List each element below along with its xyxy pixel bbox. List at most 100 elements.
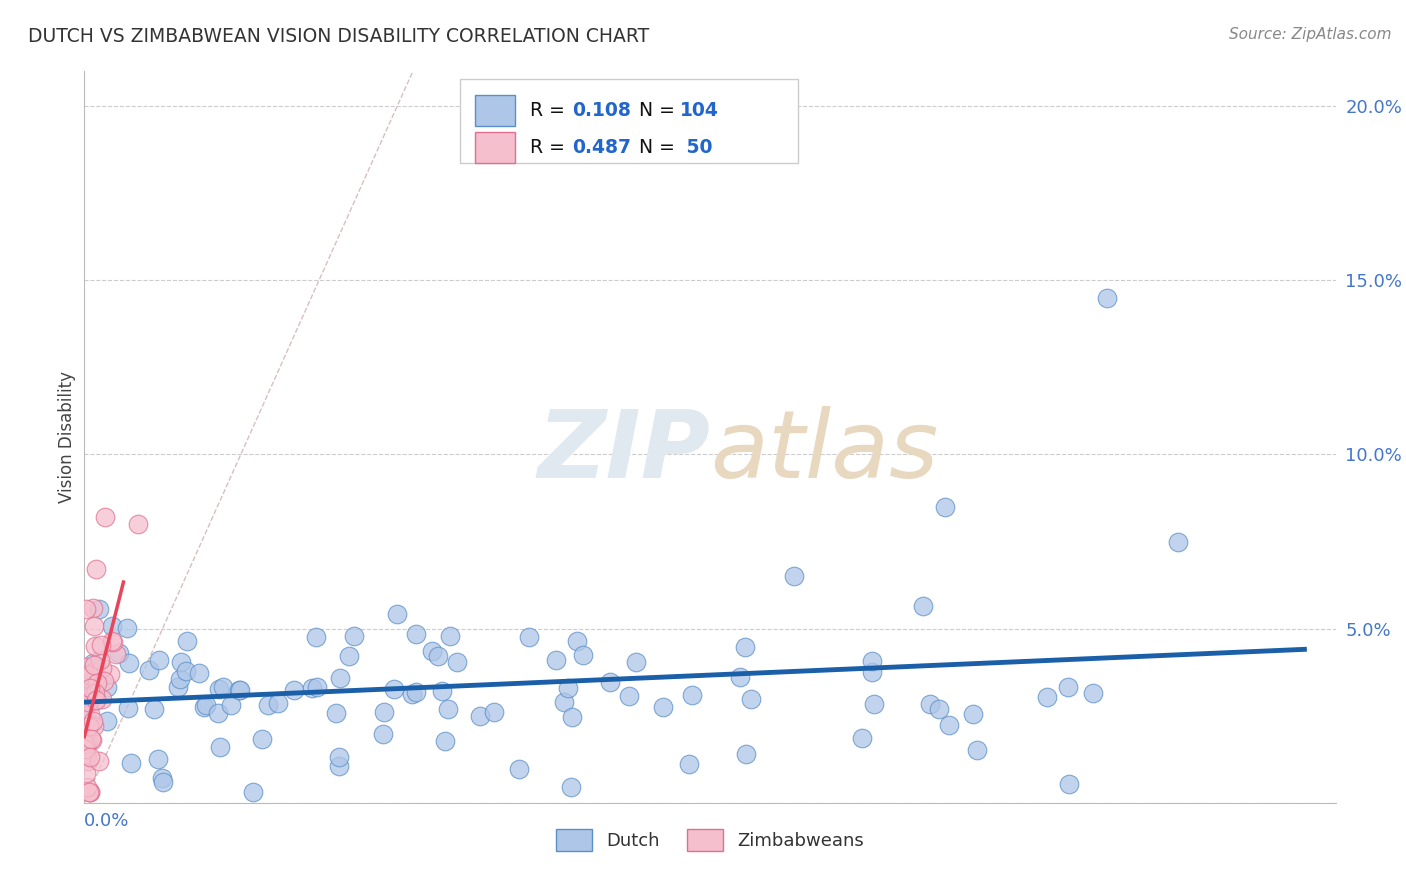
Point: [468, 708, 491, 723]
Point: [624, 656, 647, 670]
Point: [371, 726, 394, 740]
Point: [80, 733, 103, 747]
Point: [446, 655, 468, 669]
Point: [430, 684, 453, 698]
Point: [681, 688, 703, 702]
Point: [652, 699, 675, 714]
Point: [79, 785, 101, 799]
Point: [384, 681, 406, 696]
Point: [305, 630, 328, 644]
Point: [94, 510, 117, 524]
Text: N =: N =: [638, 138, 681, 157]
Point: [193, 700, 215, 714]
Point: [82, 714, 104, 728]
Point: [77, 732, 100, 747]
Point: [117, 700, 139, 714]
Point: [508, 762, 530, 776]
FancyBboxPatch shape: [475, 132, 515, 163]
Point: [87, 602, 110, 616]
Text: 104: 104: [681, 101, 718, 120]
Point: [599, 675, 621, 690]
Point: [229, 682, 252, 697]
Point: [427, 648, 450, 663]
Point: [101, 619, 124, 633]
Point: [83, 658, 105, 673]
Point: [75, 737, 97, 751]
Point: [1057, 680, 1080, 694]
Point: [342, 629, 364, 643]
Point: [83, 677, 105, 691]
Point: [77, 694, 100, 708]
Point: [257, 698, 280, 713]
Point: [934, 500, 956, 514]
Point: [221, 698, 243, 712]
Point: [405, 627, 427, 641]
Point: [207, 706, 229, 721]
Point: [1167, 534, 1189, 549]
Point: [75, 737, 97, 751]
Point: [82, 687, 104, 701]
Point: [79, 668, 101, 682]
FancyBboxPatch shape: [475, 95, 515, 126]
Point: [79, 750, 101, 764]
Point: [115, 621, 138, 635]
Text: 0.108: 0.108: [572, 101, 631, 120]
Point: [176, 633, 198, 648]
Point: [76, 780, 98, 794]
Point: [301, 681, 323, 695]
Point: [76, 748, 98, 763]
Point: [565, 633, 588, 648]
Point: [127, 517, 149, 532]
Point: [76, 755, 98, 769]
Point: [138, 663, 160, 677]
Point: [740, 691, 762, 706]
Point: [108, 646, 131, 660]
Point: [250, 731, 273, 746]
Point: [77, 736, 100, 750]
Point: [385, 607, 408, 621]
Point: [728, 670, 751, 684]
Point: [228, 682, 250, 697]
FancyBboxPatch shape: [460, 78, 797, 163]
Point: [142, 702, 165, 716]
Text: R =: R =: [530, 138, 571, 157]
Point: [920, 698, 942, 712]
Point: [734, 747, 756, 761]
Point: [373, 705, 395, 719]
Point: [93, 674, 115, 689]
Point: [863, 697, 886, 711]
Point: [152, 775, 174, 789]
Point: [1036, 690, 1059, 705]
Point: [84, 639, 107, 653]
Point: [79, 706, 101, 721]
Point: [79, 681, 101, 696]
Point: [242, 785, 264, 799]
Point: [619, 689, 641, 703]
Point: [553, 695, 575, 709]
Text: 50: 50: [681, 138, 713, 157]
Point: [84, 693, 107, 707]
Y-axis label: Vision Disability: Vision Disability: [58, 371, 76, 503]
Point: [84, 686, 107, 700]
Point: [90, 638, 112, 652]
Point: [75, 748, 97, 763]
Point: [76, 678, 98, 692]
Point: [337, 648, 360, 663]
Point: [912, 599, 935, 613]
Point: [79, 785, 101, 799]
Text: R =: R =: [530, 101, 571, 120]
Point: [75, 672, 97, 686]
Point: [82, 665, 104, 679]
Point: [1095, 291, 1118, 305]
Point: [329, 671, 352, 685]
Point: [212, 681, 235, 695]
Point: [82, 656, 104, 670]
Point: [283, 682, 305, 697]
Point: [96, 680, 118, 694]
Point: [437, 702, 460, 716]
Point: [195, 698, 218, 712]
Point: [80, 732, 103, 747]
Point: [405, 684, 427, 698]
Point: [560, 780, 582, 794]
Point: [966, 743, 988, 757]
